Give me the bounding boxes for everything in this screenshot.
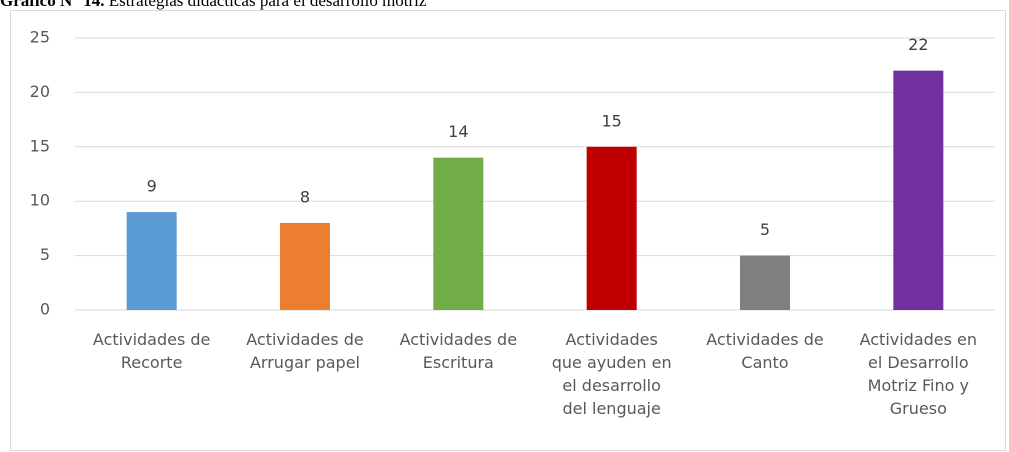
x-tick-label: Actividades de Recorte <box>92 330 211 372</box>
data-label: 8 <box>300 187 310 206</box>
bar <box>126 212 177 310</box>
x-tick-label: Actividades en el Desarrollo Motriz Fino… <box>859 330 978 418</box>
data-label: 14 <box>448 122 468 141</box>
y-tick-label: 15 <box>30 136 50 155</box>
x-tick-label: Actividades de Canto <box>706 330 824 372</box>
bar <box>280 222 330 310</box>
title-text: Estrategias didácticas para el desarroll… <box>108 0 427 10</box>
y-tick-label: 25 <box>30 28 50 47</box>
chart-frame <box>10 10 1006 451</box>
bar <box>586 146 637 310</box>
data-label: 9 <box>147 177 157 196</box>
bar <box>740 255 790 310</box>
y-tick-label: 0 <box>40 300 50 319</box>
x-tick-label: Actividades que ayuden en el desarrollo … <box>551 330 672 418</box>
bar <box>433 157 484 310</box>
x-tick-label: Actividades de Arrugar papel <box>246 330 364 372</box>
y-tick-label: 20 <box>30 82 50 101</box>
data-label: 15 <box>601 111 621 130</box>
figure-label: Gráfico N° 14. <box>0 0 105 10</box>
bar <box>893 70 944 310</box>
data-label: 22 <box>908 35 928 54</box>
data-label: 5 <box>760 220 770 239</box>
x-tick-label: Actividades de Escritura <box>399 330 518 372</box>
y-tick-label: 10 <box>30 191 50 210</box>
y-tick-label: 5 <box>40 245 50 264</box>
chart-title: Gráfico N° 14. Estrategias didácticas pa… <box>0 0 426 11</box>
